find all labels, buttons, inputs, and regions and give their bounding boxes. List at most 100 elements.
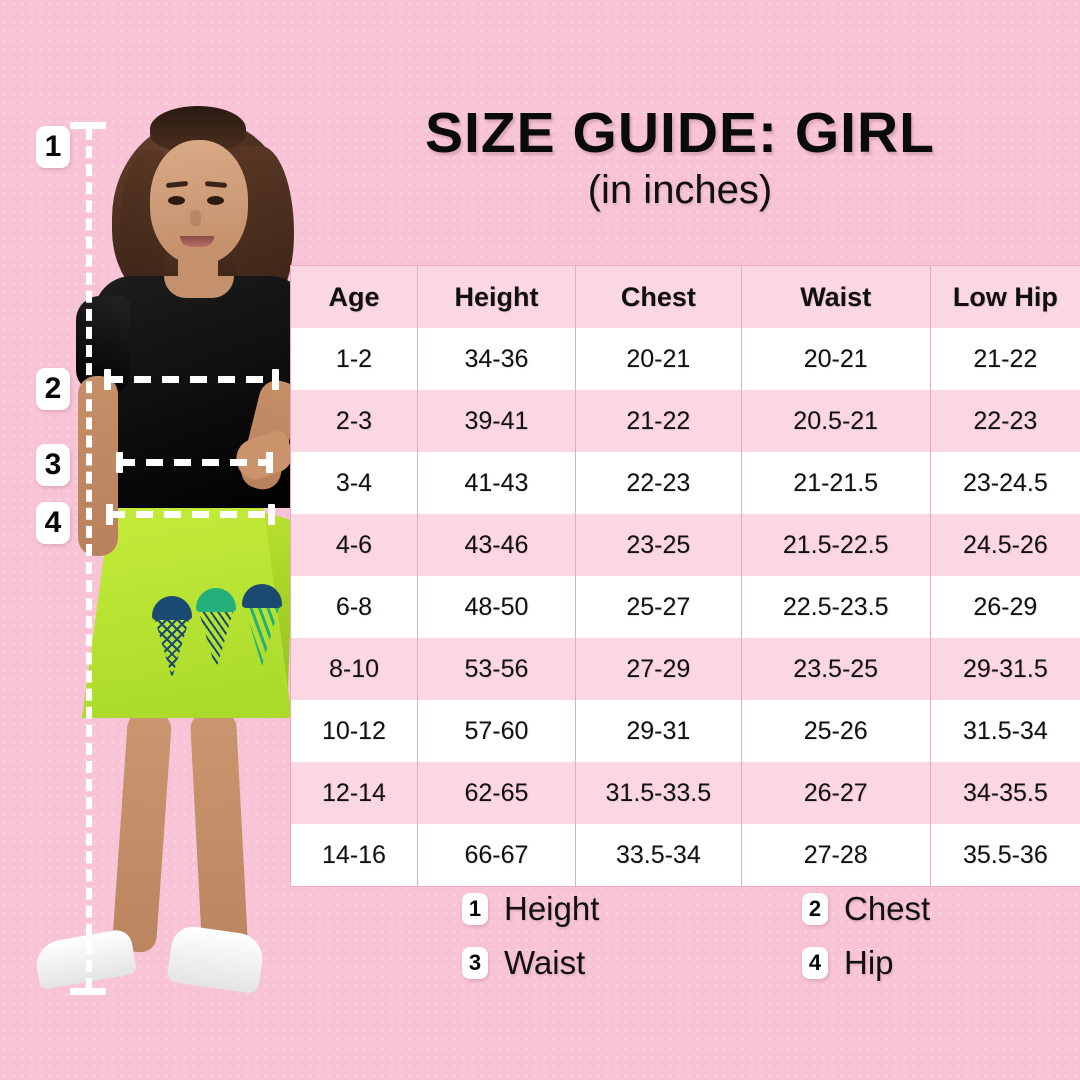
table-row: 10-12 57-60 29-31 25-26 31.5-34 <box>290 700 1080 762</box>
page-subtitle: (in inches) <box>587 167 773 212</box>
height-guide-line <box>86 128 92 990</box>
table-row: 3-4 41-43 22-23 21-21.5 23-24.5 <box>290 452 1080 514</box>
legend-label-waist: Waist <box>504 944 586 981</box>
table-cell: 39-41 <box>417 390 576 452</box>
table-cell: 53-56 <box>417 638 576 700</box>
table-cell: 14-16 <box>290 824 418 887</box>
table-cell: 31.5-34 <box>930 700 1080 762</box>
table-header-row: Age Height Chest Waist Low Hip <box>290 265 1080 328</box>
leg-right <box>189 710 249 954</box>
table-cell: 41-43 <box>417 452 576 514</box>
table-row: 8-10 53-56 27-29 23.5-25 29-31.5 <box>290 638 1080 700</box>
table-cell: 35.5-36 <box>930 824 1080 887</box>
column-header-height: Height <box>417 265 576 328</box>
shoe-left <box>32 927 138 991</box>
page-title: SIZE GUIDE: GIRL <box>424 101 936 165</box>
ice-cream-cone-icon <box>242 584 282 666</box>
table-cell: 22-23 <box>930 390 1080 452</box>
table-cell: 31.5-33.5 <box>575 762 742 824</box>
eye-left <box>168 196 185 205</box>
table-cell: 43-46 <box>417 514 576 576</box>
legend-item-height: 1 Height <box>462 890 802 928</box>
table-cell: 10-12 <box>290 700 418 762</box>
height-marker-badge: 1 <box>36 126 70 168</box>
table-cell: 4-6 <box>290 514 418 576</box>
table-cell: 27-29 <box>575 638 742 700</box>
table-cell: 21-21.5 <box>741 452 931 514</box>
chest-marker-badge: 2 <box>36 368 70 410</box>
column-header-waist: Waist <box>741 265 931 328</box>
table-cell: 57-60 <box>417 700 576 762</box>
table-cell: 25-26 <box>741 700 931 762</box>
table-cell: 20-21 <box>741 328 931 390</box>
table-row: 2-3 39-41 21-22 20.5-21 22-23 <box>290 390 1080 452</box>
table-cell: 29-31 <box>575 700 742 762</box>
table-cell: 6-8 <box>290 576 418 638</box>
table-cell: 21-22 <box>575 390 742 452</box>
table-cell: 66-67 <box>417 824 576 887</box>
table-cell: 22-23 <box>575 452 742 514</box>
table-cell: 27-28 <box>741 824 931 887</box>
table-cell: 33.5-34 <box>575 824 742 887</box>
table-cell: 25-27 <box>575 576 742 638</box>
legend-item-chest: 2 Chest <box>802 890 930 928</box>
legend-badge-1: 1 <box>462 893 488 925</box>
title-block: SIZE GUIDE: GIRL (in inches) <box>300 101 1060 213</box>
table-cell: 62-65 <box>417 762 576 824</box>
model-photo <box>0 0 308 1080</box>
waist-guide-cap-right <box>266 452 273 473</box>
table-cell: 23-24.5 <box>930 452 1080 514</box>
measurement-legend: 1 Height 2 Chest 3 Waist 4 Hip <box>462 890 1022 998</box>
table-cell: 26-29 <box>930 576 1080 638</box>
table-cell: 23.5-25 <box>741 638 931 700</box>
legend-badge-3: 3 <box>462 947 488 979</box>
table-row: 14-16 66-67 33.5-34 27-28 35.5-36 <box>290 824 1080 887</box>
shoe-right <box>166 923 266 995</box>
ice-cream-cone-icon <box>196 588 236 670</box>
table-cell: 24.5-26 <box>930 514 1080 576</box>
tshirt-collar <box>164 276 234 298</box>
table-cell: 1-2 <box>290 328 418 390</box>
table-cell: 3-4 <box>290 452 418 514</box>
legend-badge-4: 4 <box>802 947 828 979</box>
chest-guide-line <box>106 376 278 383</box>
table-cell: 34-36 <box>417 328 576 390</box>
waist-guide-cap-left <box>116 452 123 473</box>
table-header: Age Height Chest Waist Low Hip <box>290 265 1080 328</box>
hip-guide-cap-right <box>268 504 275 525</box>
leg-left <box>111 710 173 954</box>
legend-label-chest: Chest <box>844 890 931 927</box>
table-cell: 48-50 <box>417 576 576 638</box>
table-row: 4-6 43-46 23-25 21.5-22.5 24.5-26 <box>290 514 1080 576</box>
waist-guide-line <box>118 459 272 466</box>
waist-marker-badge: 3 <box>36 444 70 486</box>
arm-left <box>78 376 118 556</box>
table-cell: 22.5-23.5 <box>741 576 931 638</box>
mouth <box>180 236 214 247</box>
column-header-age: Age <box>290 265 418 328</box>
size-chart-table: Age Height Chest Waist Low Hip 1-2 34-36 20-21… <box>290 265 1080 887</box>
height-guide-cap-bottom <box>70 988 106 995</box>
table-cell: 23-25 <box>575 514 742 576</box>
column-header-low-hip: Low Hip <box>930 265 1080 328</box>
nose <box>190 210 201 226</box>
legend-badge-2: 2 <box>802 893 828 925</box>
table-cell: 21-22 <box>930 328 1080 390</box>
chest-guide-cap-left <box>104 369 111 390</box>
legend-item-hip: 4 Hip <box>802 944 894 982</box>
legend-label-height: Height <box>504 890 600 927</box>
ice-cream-cone-icon <box>152 596 192 678</box>
column-header-chest: Chest <box>575 265 742 328</box>
legend-row: 3 Waist 4 Hip <box>462 944 1022 982</box>
table-cell: 2-3 <box>290 390 418 452</box>
eye-right <box>207 196 224 205</box>
table-cell: 20-21 <box>575 328 742 390</box>
hip-marker-badge: 4 <box>36 502 70 544</box>
table-cell: 12-14 <box>290 762 418 824</box>
table-row: 12-14 62-65 31.5-33.5 26-27 34-35.5 <box>290 762 1080 824</box>
table-cell: 8-10 <box>290 638 418 700</box>
table-row: 6-8 48-50 25-27 22.5-23.5 26-29 <box>290 576 1080 638</box>
table-cell: 21.5-22.5 <box>741 514 931 576</box>
table-body: 1-2 34-36 20-21 20-21 21-22 2-3 39-41 21-22 20.5… <box>290 328 1080 887</box>
